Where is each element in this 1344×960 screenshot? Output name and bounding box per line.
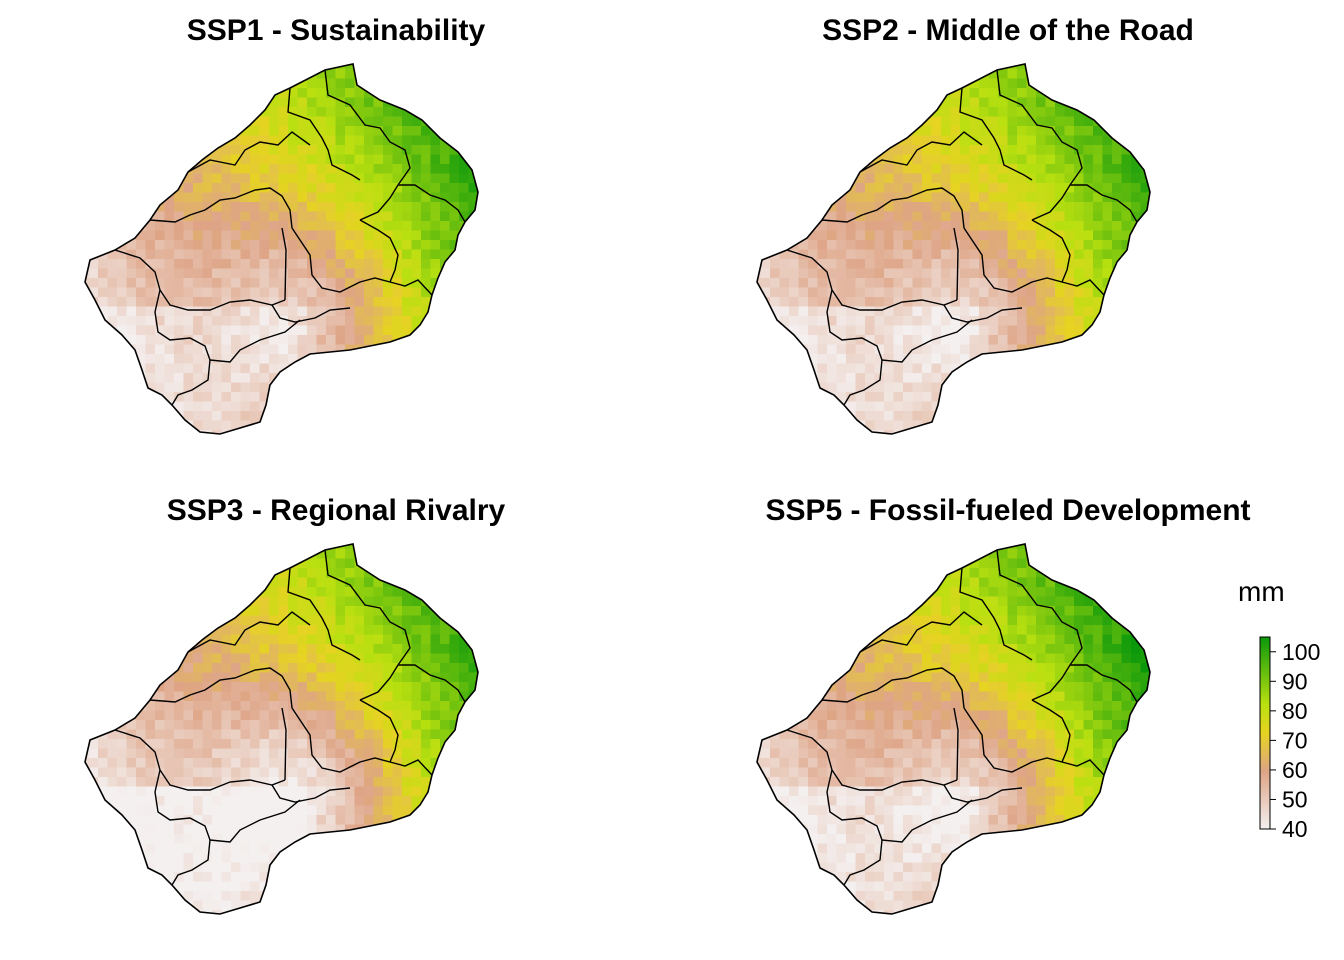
legend-tick-label: 80 <box>1282 698 1308 724</box>
panel-title: SSP2 - Middle of the Road <box>822 14 1194 47</box>
color-legend: mm 100 90 80 70 60 50 40 <box>1220 570 1344 860</box>
country-outline <box>84 63 479 435</box>
district-boundaries <box>84 63 479 435</box>
legend-tick-label: 100 <box>1282 639 1320 665</box>
country-outline <box>756 63 1151 435</box>
precipitation-map <box>84 543 479 915</box>
district-boundaries <box>756 543 1151 915</box>
raster-cells <box>85 64 478 434</box>
raster-cells <box>757 544 1150 914</box>
map-panel-ssp5: SSP5 - Fossil-fueled Development <box>672 480 1344 960</box>
map-panel-ssp3: SSP3 - Regional Rivalry <box>0 480 672 960</box>
map-panel-ssp1: SSP1 - Sustainability <box>0 0 672 480</box>
legend-tick-label: 40 <box>1282 816 1308 842</box>
legend-tick-label: 50 <box>1282 786 1308 812</box>
map-panel-ssp2: SSP2 - Middle of the Road <box>672 0 1344 480</box>
legend-tick-label: 90 <box>1282 668 1308 694</box>
legend-tick-label: 70 <box>1282 727 1308 753</box>
district-boundaries <box>84 543 479 915</box>
country-outline <box>756 543 1151 915</box>
panel-title: SSP3 - Regional Rivalry <box>166 494 506 527</box>
legend-tick-label: 60 <box>1282 757 1308 783</box>
precipitation-map <box>756 543 1151 915</box>
legend-gradient-bar <box>1259 636 1271 830</box>
raster-cells <box>757 64 1150 434</box>
country-outline <box>84 543 479 915</box>
raster-cells <box>85 544 478 914</box>
legend-title: mm <box>1238 576 1285 607</box>
panel-title: SSP5 - Fossil-fueled Development <box>765 494 1251 527</box>
legend-colorbar: 100 90 80 70 60 50 40 <box>1259 636 1320 842</box>
precipitation-map <box>756 63 1151 435</box>
panel-title: SSP1 - Sustainability <box>186 14 486 47</box>
precipitation-map <box>84 63 479 435</box>
district-boundaries <box>756 63 1151 435</box>
